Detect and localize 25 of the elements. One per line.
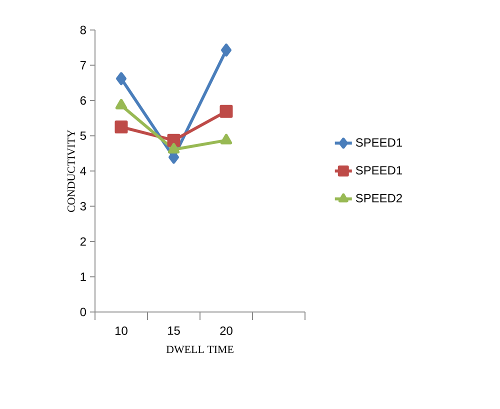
y-tick-label: 0	[80, 308, 86, 316]
x-tick-label: 15	[168, 326, 180, 335]
legend-label: SPEED1	[356, 166, 402, 175]
point	[116, 72, 126, 86]
x-tick-label: 10	[116, 326, 128, 335]
legend-label: SPEED2	[356, 194, 402, 202]
y-tick-label: 7	[80, 61, 86, 70]
y-tick-label: 5	[80, 132, 86, 140]
point	[168, 143, 180, 154]
y-axis-title: CONDUCTIVITY	[68, 130, 75, 212]
point	[221, 44, 232, 57]
x-axis-title: DWELL TIME	[166, 346, 234, 354]
point	[115, 98, 128, 110]
y-tick-label: 8	[80, 26, 86, 34]
y-tick-label: 3	[80, 202, 86, 210]
y-tick-label: 1	[80, 272, 86, 281]
point	[167, 134, 180, 147]
y-tick-label: 4	[80, 166, 86, 176]
y-tick-label: 2	[80, 237, 86, 246]
point	[220, 134, 232, 144]
legend-label: SPEED1	[356, 138, 402, 147]
y-tick-label: 6	[80, 96, 86, 105]
x-tick-label: 20	[220, 326, 232, 335]
point	[220, 104, 233, 118]
point	[114, 120, 128, 134]
